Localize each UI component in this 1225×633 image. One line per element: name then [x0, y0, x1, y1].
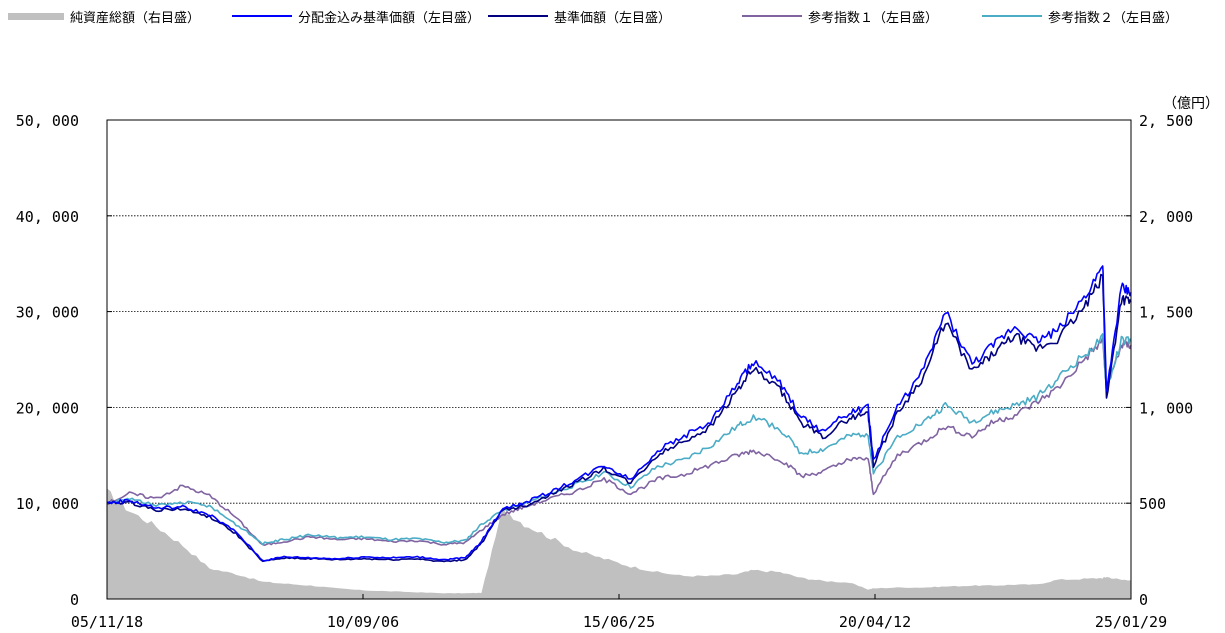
series-lines [106, 265, 1132, 563]
legend-swatch [982, 15, 1042, 17]
right-tick-label: 1, 000 [1139, 399, 1193, 417]
net-assets-area [107, 488, 1131, 599]
right-tick-label: 2, 000 [1139, 208, 1193, 226]
right-tick-label: 2, 500 [1139, 112, 1193, 130]
left-tick-label: 0 [70, 591, 79, 609]
x-tick-label: 05/11/18 [71, 613, 143, 631]
x-axis: 05/11/18 10/09/06 15/06/25 20/04/12 25/01/29 [71, 594, 1167, 631]
legend-label: 純資産総額（右目盛） [70, 10, 201, 26]
series-area-net-assets [107, 488, 1131, 599]
right-tick-label: 0 [1139, 591, 1148, 609]
legend-item: 純資産総額（右目盛） [8, 7, 201, 26]
x-tick-label: 10/09/06 [327, 613, 399, 631]
legend-swatch [232, 15, 292, 17]
x-tick-label: 25/01/29 [1095, 613, 1167, 631]
left-tick-label: 40, 000 [16, 208, 79, 226]
series-line-4 [106, 333, 1132, 546]
legend-label: 参考指数１（左目盛） [808, 10, 939, 26]
legend-item: 分配金込み基準価額（左目盛） [232, 7, 481, 26]
left-tick-label: 10, 000 [16, 495, 79, 513]
left-tick-label: 50, 000 [16, 112, 79, 130]
legend-item: 基準価額（左目盛） [488, 7, 672, 26]
legend-swatch [8, 12, 64, 20]
left-tick-label: 20, 000 [16, 399, 79, 417]
legend-label: 基準価額（左目盛） [554, 10, 672, 26]
right-axis-unit: （億円） [1163, 96, 1219, 112]
right-axis: 0 500 1, 000 1, 500 2, 000 2, 500 [1139, 112, 1193, 609]
right-tick-label: 500 [1139, 495, 1166, 513]
series-line-2 [106, 273, 1132, 563]
legend-item: 参考指数２（左目盛） [982, 7, 1179, 26]
chart-legend: 純資産総額（右目盛） 分配金込み基準価額（左目盛） 基準価額（左目盛） 参考指数１（左… [0, 0, 1225, 30]
series-line-3 [106, 336, 1132, 546]
legend-label: 参考指数２（左目盛） [1048, 10, 1179, 26]
x-tick-label: 15/06/25 [583, 613, 655, 631]
legend-swatch [742, 15, 802, 17]
left-axis: 0 10, 000 20, 000 30, 000 40, 000 50, 000 [16, 112, 79, 609]
series-line-1 [106, 265, 1132, 562]
right-tick-label: 1, 500 [1139, 304, 1193, 322]
legend-label: 分配金込み基準価額（左目盛） [298, 10, 481, 26]
x-tick-label: 20/04/12 [839, 613, 911, 631]
left-tick-label: 30, 000 [16, 304, 79, 322]
legend-swatch [488, 15, 548, 17]
legend-item: 参考指数１（左目盛） [742, 7, 939, 26]
